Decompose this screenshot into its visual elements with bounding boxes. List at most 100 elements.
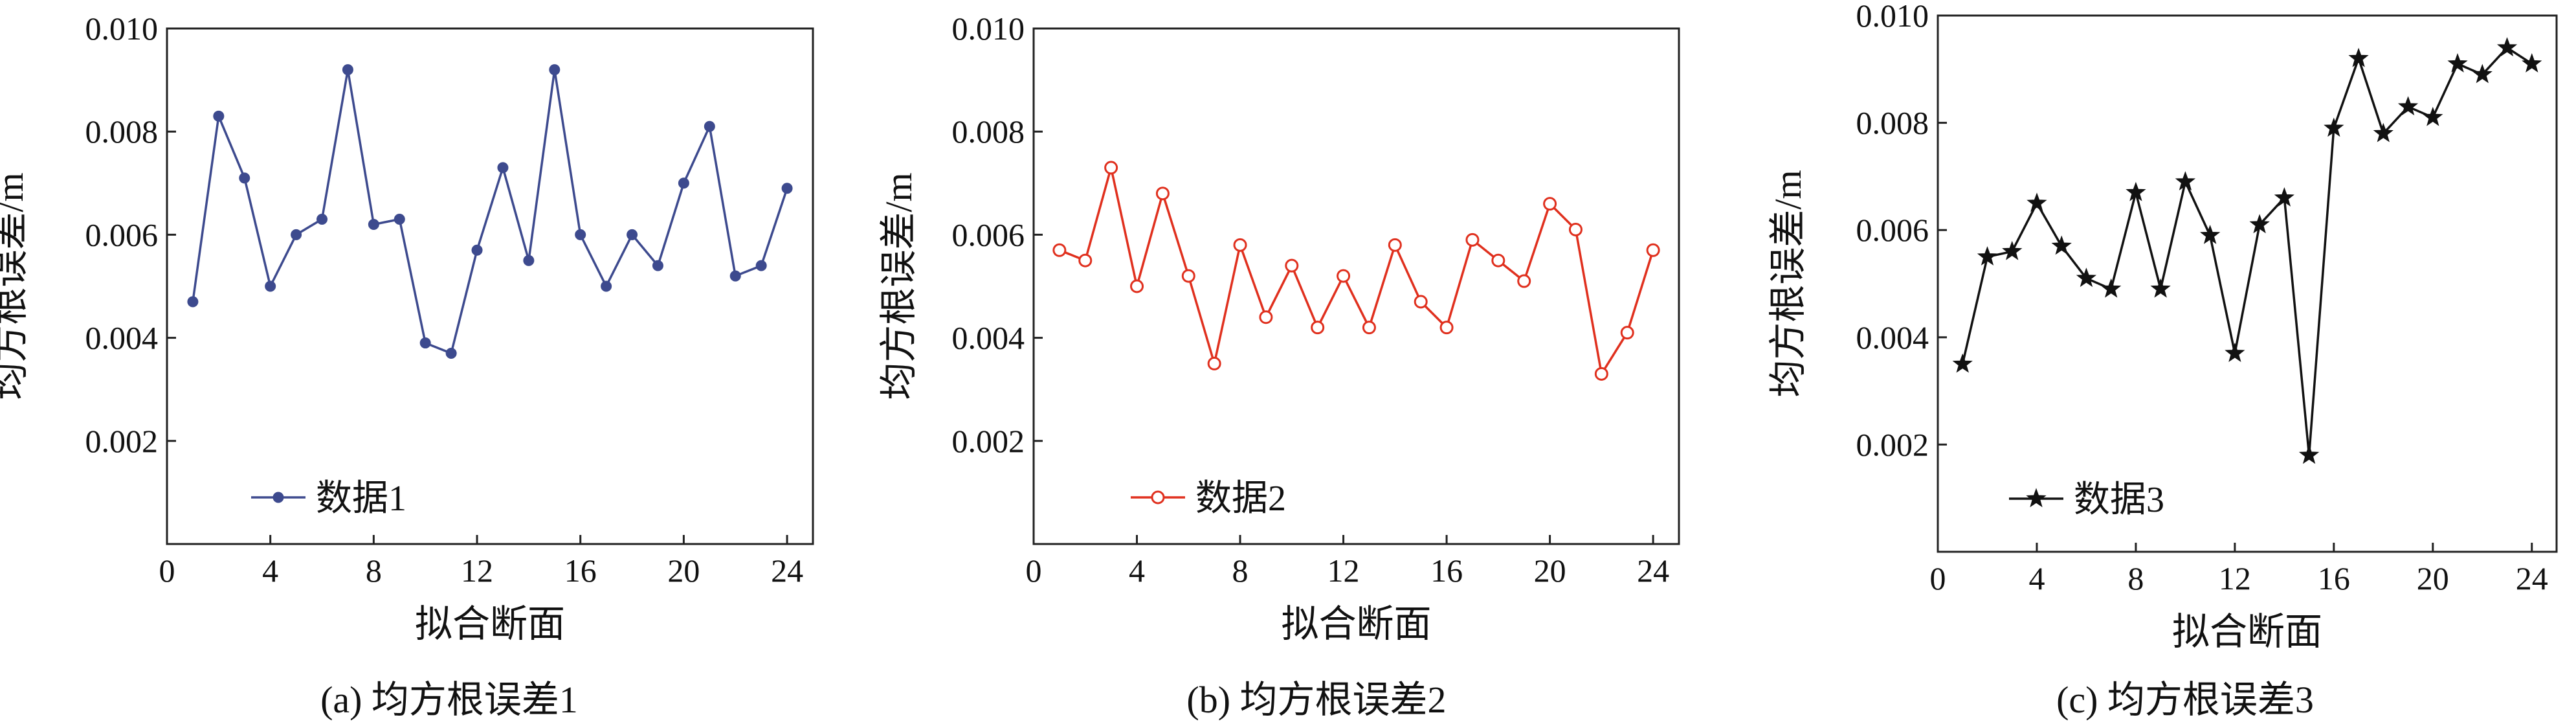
data-point [2298,444,2320,464]
data-point [1155,187,1170,201]
data-point [1104,161,1118,175]
data-point [471,244,483,256]
y-tick-label: 0.010 [952,10,1025,47]
data-point [729,270,741,282]
panel-caption: (b) 均方根误差2 [1186,679,1446,721]
x-tick-label: 20 [1534,552,1566,589]
data-point [1181,269,1195,283]
data-point [2175,171,2196,190]
y-axis-label: 均方根误差/m [0,172,31,400]
data-point [445,347,457,359]
data-point [1311,321,1325,335]
y-tick-label: 0.008 [1856,105,1929,141]
x-tick-label: 4 [2028,560,2045,596]
x-tick-label: 20 [2417,560,2449,596]
data-point [1233,238,1247,252]
data-point [1646,243,1660,257]
data-point [1052,243,1067,257]
x-tick-label: 8 [366,552,382,589]
data-point [1285,258,1299,273]
x-tick-label: 20 [667,552,700,589]
series-line-2 [1059,166,1654,376]
chart-panel-1: 0 4 8 12 16 20 24 0.002 0.004 0.006 0.008 0.010 拟合断面… [0,10,814,721]
data-point [497,162,509,174]
data-point [2101,278,2122,298]
data-point [265,280,276,292]
x-tick-label: 12 [1327,552,1360,589]
y-tick-label: 0.004 [1856,319,1929,356]
data-point [575,229,586,240]
data-point [1952,353,1973,373]
data-point [1207,356,1221,370]
data-point [1362,321,1376,335]
data-point [781,183,793,194]
data-point [2373,122,2393,142]
y-tick-label: 0.004 [952,320,1025,356]
x-tick-label: 4 [1129,552,1145,589]
y-tick-label: 0.010 [85,10,159,47]
y-axis-label: 均方根误差/m [878,172,920,400]
legend-label: 数据2 [1195,479,1286,519]
data-point [187,296,199,308]
x-tick-label: 12 [461,552,493,589]
x-tick-label: 0 [159,552,175,589]
x-tick-label: 16 [1430,552,1463,589]
data-point [1517,274,1531,288]
data-point [2002,240,2023,260]
y-tick-label: 0.004 [85,320,159,356]
x-tick-label: 16 [564,552,597,589]
data-point [2051,235,2072,255]
x-tick-label: 16 [2318,560,2350,596]
data-point [678,177,689,189]
data-point [2324,117,2344,137]
x-tick-label: 24 [771,552,803,589]
x-tick-label: 8 [2127,560,2144,596]
plot-frame [1937,14,2558,553]
series-line-3 [1961,46,2533,457]
y-tick-label: 0.002 [952,423,1025,459]
data-point [1078,253,1093,267]
data-point [2522,53,2542,73]
legend-marker [2026,488,2047,508]
data-point [316,214,328,225]
data-point [2225,343,2245,362]
data-point [704,120,715,132]
data-point [2126,181,2146,201]
data-point [1259,310,1273,324]
y-tick-label: 0.006 [952,216,1025,253]
data-point [1594,367,1608,381]
x-tick-label: 24 [2516,560,2548,596]
y-tick-label: 0.008 [85,113,159,150]
y-axis-label: 均方根误差/m [1767,170,1809,397]
data-point [1491,253,1505,267]
panel-caption: (c) 均方根误差3 [2056,679,2314,721]
y-tick-label: 0.006 [85,216,159,253]
chart-panel-2: 0 4 8 12 16 20 24 0.002 0.004 0.006 0.008 0.010 拟合断面… [878,10,1680,721]
data-point [2447,53,2468,73]
y-tick-label: 0.008 [952,113,1025,150]
data-point [2472,63,2493,84]
data-point [368,218,379,230]
data-point [601,280,612,292]
data-point [1620,326,1634,340]
data-point [549,64,561,76]
y-tick-label: 0.006 [1856,212,1929,248]
data-point [419,337,431,349]
y-tick-label: 0.002 [1856,426,1929,462]
data-point [1568,222,1582,236]
x-tick-label: 0 [1930,560,1946,596]
legend-label: 数据3 [2074,480,2164,520]
data-point [1439,321,1454,335]
x-tick-label: 8 [1232,552,1249,589]
data-point [394,214,405,225]
x-axis-label: 拟合断面 [415,603,565,645]
x-tick-label: 24 [1637,552,1669,589]
x-axis-label: 拟合断面 [2172,611,2322,653]
chart-panel-3: 0 4 8 12 16 20 24 0.002 0.004 0.006 0.008 0.010 拟合断面… [1767,0,2558,721]
data-point [2496,37,2518,56]
data-point [2200,225,2221,244]
data-point [523,255,535,266]
data-point [1388,238,1402,252]
data-point [239,172,250,184]
